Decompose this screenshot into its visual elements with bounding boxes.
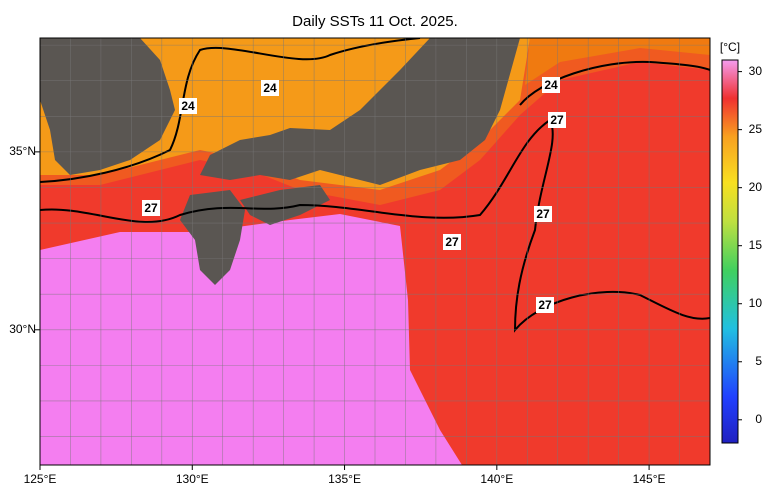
contour-label-box <box>536 297 554 313</box>
colorbar <box>721 59 739 444</box>
lat-tick-label: 30°N <box>9 322 36 336</box>
contour-label: 27 <box>144 201 158 215</box>
contour-label-box <box>179 98 197 114</box>
colorbar-tick-label: 15 <box>749 238 763 252</box>
contour-label: 27 <box>536 207 550 221</box>
colorbar-tick-label: 5 <box>755 354 762 368</box>
colorbar-tick-label: 30 <box>749 64 763 78</box>
colorbar-unit: [°C] <box>720 40 740 54</box>
contour-label-box <box>542 77 560 93</box>
lon-tick-label: 140°E <box>480 472 513 486</box>
contour-label-box <box>142 200 160 216</box>
contour-label-box <box>261 80 279 96</box>
contour-label-box <box>548 112 566 128</box>
lon-tick-label: 125°E <box>24 472 57 486</box>
sea-cool-east <box>525 38 710 85</box>
contour-label: 24 <box>181 99 195 113</box>
land-korea <box>40 38 175 175</box>
lon-tick-label: 130°E <box>176 472 209 486</box>
sea-hottest <box>40 214 462 465</box>
contour-label: 27 <box>538 298 552 312</box>
contour-label-box <box>534 206 552 222</box>
contour-label: 27 <box>550 113 564 127</box>
land-kyushu <box>180 190 245 285</box>
map-frame <box>39 37 711 466</box>
contour-label: 27 <box>445 235 459 249</box>
contour-24 <box>40 38 710 183</box>
contour-label: 24 <box>544 78 558 92</box>
colorbar-tick-label: 10 <box>749 296 763 310</box>
colorbar-tick-label: 20 <box>749 180 763 194</box>
colorbar-tick-label: 25 <box>749 122 763 136</box>
title: Daily SSTs 11 Oct. 2025. <box>292 13 458 30</box>
colorbar-tick-label: 0 <box>755 412 762 426</box>
contour-27 <box>40 118 710 333</box>
land-honshu <box>200 38 520 185</box>
contour-label: 24 <box>263 81 277 95</box>
lon-tick-label: 135°E <box>328 472 361 486</box>
contour-label-box <box>443 234 461 250</box>
lat-tick-label: 35°N <box>9 144 36 158</box>
lon-tick-label: 145°E <box>633 472 666 486</box>
land-shikoku <box>240 185 330 225</box>
